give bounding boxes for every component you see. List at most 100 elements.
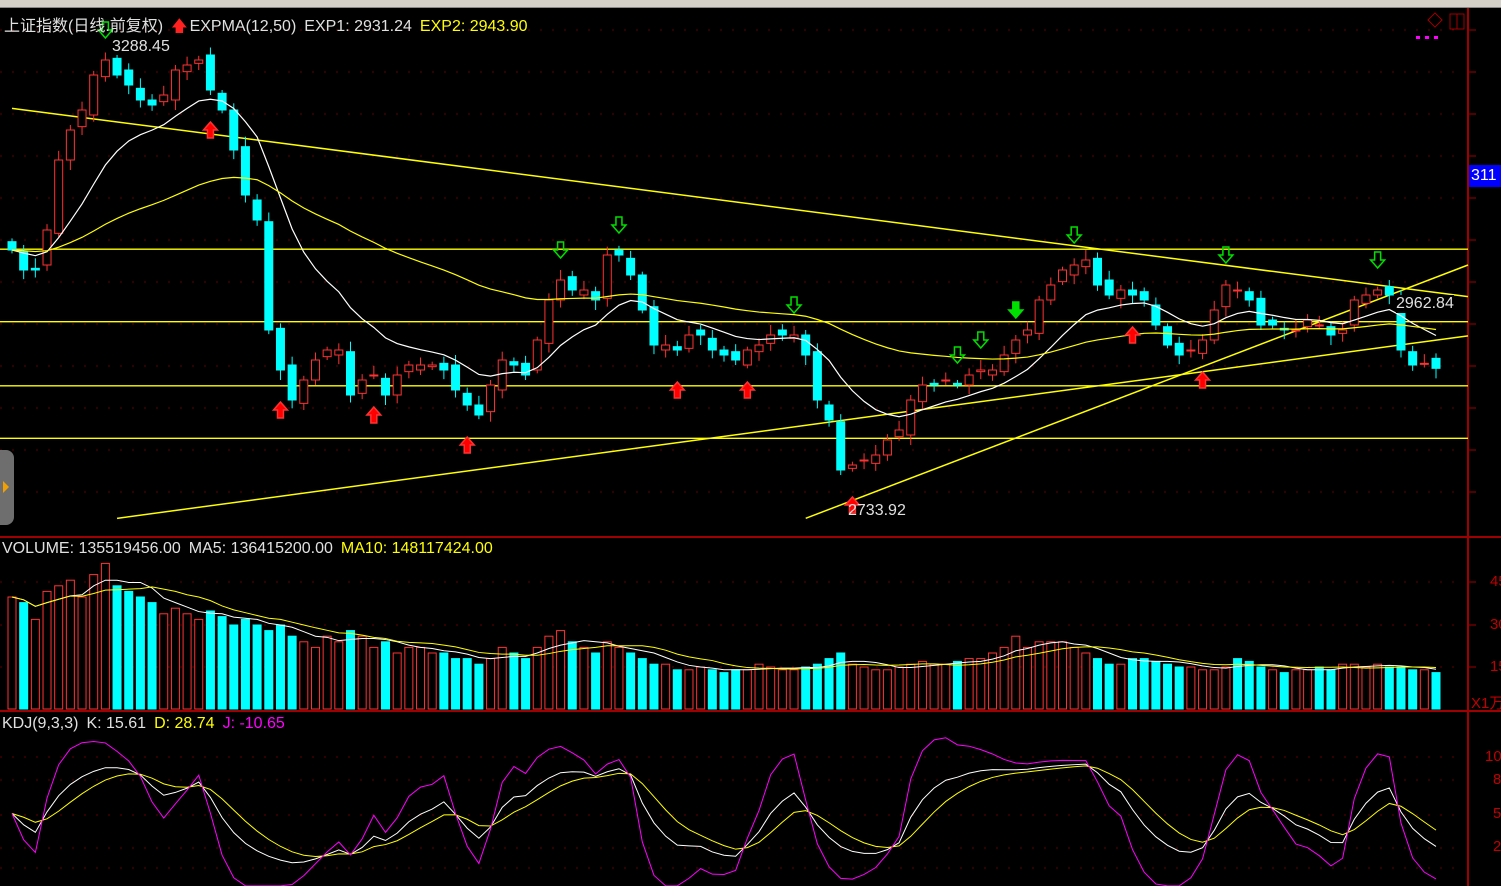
volume-bar bbox=[1233, 658, 1243, 710]
volume-bar bbox=[217, 616, 227, 710]
candle-up bbox=[1186, 349, 1196, 352]
buy-signal-arrow bbox=[738, 380, 756, 399]
volume-bar bbox=[742, 669, 752, 710]
kdj-name: KDJ(9,3,3) bbox=[2, 715, 79, 732]
volume-bar bbox=[451, 658, 461, 710]
candle-up bbox=[322, 349, 332, 358]
volume-bar bbox=[1338, 663, 1348, 710]
volume-bar bbox=[357, 635, 367, 710]
trendline bbox=[11, 107, 1469, 298]
volume-bar bbox=[754, 663, 764, 710]
candle-up bbox=[532, 339, 542, 371]
volume-bar bbox=[1291, 669, 1301, 710]
up-arrow-icon: 🡅 bbox=[171, 18, 188, 35]
kdj-k-line bbox=[11, 763, 1437, 864]
sell-signal-arrow bbox=[1217, 246, 1235, 265]
volume-bar bbox=[707, 669, 717, 710]
volume-bar bbox=[836, 652, 846, 710]
volume-bar bbox=[1198, 669, 1208, 710]
sell-signal-arrow bbox=[96, 21, 115, 40]
volume-bar bbox=[30, 618, 40, 710]
candle-down bbox=[1174, 342, 1184, 356]
kdj-j-line bbox=[11, 737, 1437, 886]
candle-up bbox=[684, 334, 694, 349]
candle-down bbox=[719, 349, 729, 356]
volume-bar bbox=[1326, 669, 1336, 710]
kdj-header: KDJ(9,3,3) K: 15.61 D: 28.74 J: -10.65 bbox=[2, 715, 293, 733]
volume-bar bbox=[1396, 666, 1406, 710]
volume-bar bbox=[1303, 669, 1313, 710]
index-title: 上证指数(日线.前复权) bbox=[4, 18, 164, 35]
volume-bar bbox=[1104, 663, 1114, 710]
kdj-j: J: -10.65 bbox=[222, 715, 285, 732]
volume-tick: 45 bbox=[1490, 573, 1501, 590]
candle-down bbox=[252, 199, 262, 221]
candle-up bbox=[100, 59, 110, 78]
candle-up bbox=[1022, 329, 1032, 336]
candle-up bbox=[1209, 309, 1219, 341]
volume-bar bbox=[579, 646, 589, 710]
candle-up bbox=[871, 454, 881, 464]
candle-down bbox=[462, 392, 472, 406]
candle-down bbox=[135, 87, 145, 101]
more-dots-icon bbox=[1434, 36, 1438, 39]
volume-bar bbox=[275, 624, 285, 710]
volume-bar bbox=[1128, 658, 1138, 710]
candle-up bbox=[486, 384, 496, 413]
candle-down bbox=[287, 364, 297, 401]
volume-bar bbox=[906, 663, 916, 710]
volume-bar bbox=[1034, 641, 1044, 710]
volume-bar bbox=[1139, 658, 1149, 710]
side-panel-toggle[interactable] bbox=[0, 450, 14, 525]
volume-tick: 15 bbox=[1490, 658, 1501, 675]
candle-down bbox=[591, 291, 601, 301]
candle-down bbox=[229, 109, 239, 151]
candle-up bbox=[894, 429, 904, 438]
candle-down bbox=[1384, 286, 1394, 296]
candle-up bbox=[170, 69, 180, 101]
volume-bar bbox=[1361, 666, 1371, 710]
volume-bar bbox=[310, 646, 320, 710]
candle-down bbox=[381, 377, 391, 396]
volume-bar bbox=[1057, 641, 1067, 710]
volume-bar bbox=[135, 596, 145, 710]
candle-up bbox=[89, 74, 99, 116]
volume-bar bbox=[766, 666, 776, 710]
candle-down bbox=[439, 362, 449, 371]
diamond-icon bbox=[1427, 12, 1443, 28]
volume-bar bbox=[1279, 672, 1289, 710]
candle-up bbox=[602, 254, 612, 299]
volume-bar bbox=[252, 624, 262, 710]
candle-up bbox=[906, 399, 916, 436]
exp1-value: EXP1: 2931.24 bbox=[304, 18, 412, 35]
volume-bar bbox=[65, 579, 75, 710]
volume-bar bbox=[789, 669, 799, 710]
candle-down bbox=[836, 421, 846, 471]
volume-bar bbox=[801, 666, 811, 710]
candle-down bbox=[521, 362, 531, 376]
candle-up bbox=[1233, 289, 1243, 292]
volume-bar bbox=[1081, 652, 1091, 710]
candle-up bbox=[1011, 339, 1021, 354]
volume-bar bbox=[54, 585, 64, 710]
volume-bar bbox=[1268, 669, 1278, 710]
volume-bar bbox=[532, 646, 542, 710]
candle-up bbox=[941, 379, 951, 382]
volume-bar bbox=[439, 652, 449, 710]
candle-down bbox=[205, 54, 215, 91]
candle-up bbox=[742, 349, 752, 366]
buy-signal-arrow bbox=[365, 405, 383, 424]
candle-up bbox=[1198, 339, 1208, 354]
candle-down bbox=[509, 361, 519, 366]
volume-bar bbox=[381, 641, 391, 710]
sell-signal-arrow bbox=[948, 346, 967, 365]
price-cursor-tag: 311 bbox=[1469, 165, 1501, 187]
sell-signal-arrow bbox=[972, 331, 990, 350]
candle-down bbox=[1128, 289, 1138, 296]
candle-down bbox=[1139, 291, 1149, 301]
candle-up bbox=[754, 344, 764, 353]
volume-bar bbox=[1069, 646, 1079, 710]
volume-bar bbox=[1408, 669, 1418, 710]
volume-bar bbox=[19, 602, 29, 710]
